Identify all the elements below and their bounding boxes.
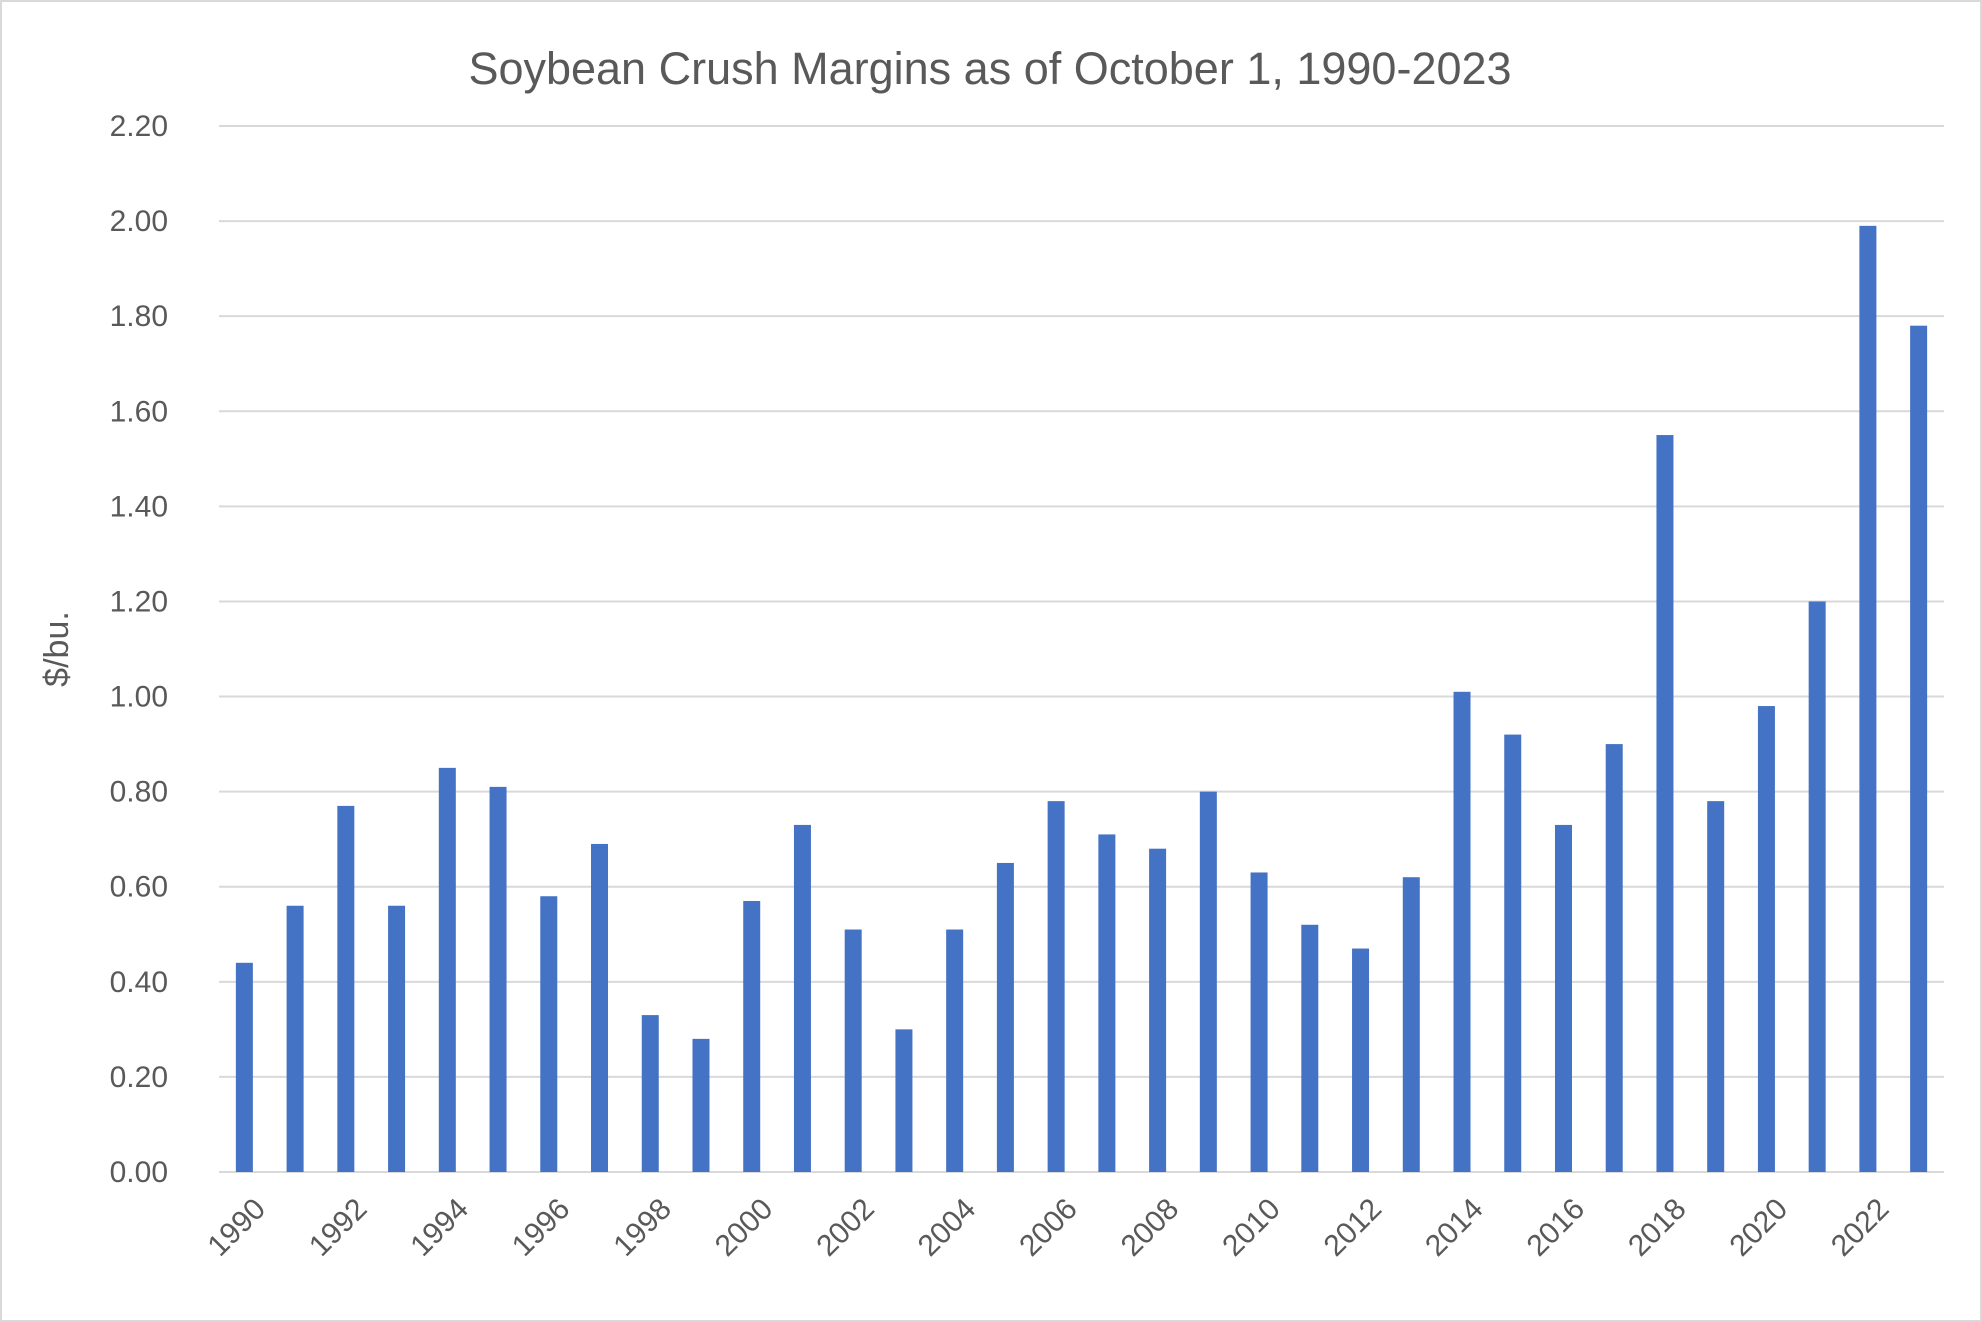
y-tick-label: 0.80 [110,776,168,809]
y-tick-label: 1.00 [110,681,168,714]
bar-2001 [793,824,811,1172]
y-axis-label: $/bu. [38,611,76,687]
bar-2009 [1199,791,1217,1172]
bar-2018 [1656,435,1674,1173]
bar-2005 [996,862,1014,1172]
bar-1994 [438,767,456,1172]
bar-2014 [1453,691,1471,1172]
y-tick-label: 0.40 [110,966,168,999]
bar-1993 [388,905,406,1172]
y-tick-label: 0.00 [110,1156,168,1189]
bar-2019 [1707,801,1725,1172]
bar-2023 [1910,325,1928,1172]
bar-2013 [1402,877,1420,1172]
bar-2017 [1605,744,1623,1172]
bar-2003 [895,1029,913,1172]
bar-2006 [1047,801,1065,1172]
y-tick-label: 2.00 [110,205,168,238]
bar-1990 [235,962,253,1172]
bar-2007 [1098,834,1116,1172]
bar-2011 [1301,924,1319,1172]
bar-2010 [1250,872,1268,1172]
bar-2000 [743,900,761,1172]
bar-2004 [946,929,964,1172]
bar-2008 [1149,848,1167,1172]
y-tick-label: 2.20 [110,110,168,143]
bar-1997 [591,843,609,1172]
bar-1992 [337,805,355,1172]
bar-1998 [641,1015,659,1172]
bar-2012 [1352,948,1370,1172]
y-tick-label: 1.60 [110,395,168,428]
chart-title: Soybean Crush Margins as of October 1, 1… [468,43,1511,94]
bar-1995 [489,786,507,1172]
bar-1996 [540,896,558,1172]
y-tick-label: 0.20 [110,1061,168,1094]
bar-2020 [1757,706,1775,1172]
bar-1991 [286,905,304,1172]
bar-2015 [1504,734,1522,1172]
bar-2002 [844,929,862,1172]
bar-2016 [1554,824,1572,1172]
bar-2022 [1859,225,1877,1172]
y-tick-label: 1.80 [110,300,168,333]
y-tick-label: 1.20 [110,585,168,618]
bar-1999 [692,1038,710,1172]
y-tick-label: 0.60 [110,871,168,904]
y-tick-label: 1.40 [110,490,168,523]
bar-2021 [1808,601,1826,1172]
